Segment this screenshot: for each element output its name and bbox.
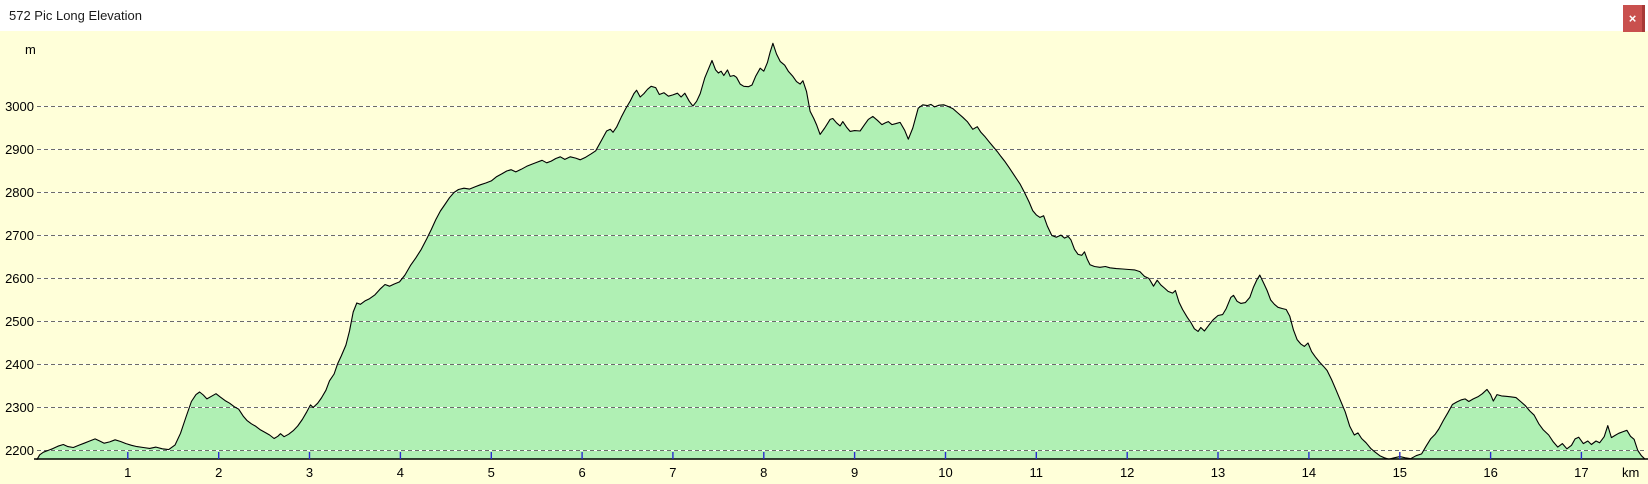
x-tick-label-3: 3: [306, 465, 313, 480]
y-tick-label-2200: 2200: [5, 443, 34, 458]
x-tick-label-17: 17: [1574, 465, 1588, 480]
elevation-area: [37, 43, 1645, 460]
x-tick-label-16: 16: [1483, 465, 1497, 480]
y-tick-label-3000: 3000: [5, 99, 34, 114]
x-tick-label-7: 7: [669, 465, 676, 480]
x-tick-label-8: 8: [760, 465, 767, 480]
y-tick-label-2700: 2700: [5, 228, 34, 243]
x-tick-label-6: 6: [578, 465, 585, 480]
close-icon: ×: [1628, 11, 1637, 26]
x-tick-label-10: 10: [938, 465, 952, 480]
close-button[interactable]: ×: [1623, 5, 1645, 32]
x-tick-label-5: 5: [488, 465, 495, 480]
elevation-profile-line: [36, 42, 1646, 461]
x-tick-label-9: 9: [851, 465, 858, 480]
y-tick-label-2800: 2800: [5, 185, 34, 200]
x-axis-unit-label: km: [1622, 465, 1640, 480]
x-tick-label-11: 11: [1030, 465, 1044, 480]
x-tick-label-12: 12: [1120, 465, 1134, 480]
x-tick-label-2: 2: [215, 465, 222, 480]
y-tick-label-2900: 2900: [5, 142, 34, 157]
window-title: 572 Pic Long Elevation: [9, 8, 142, 23]
y-tick-label-2600: 2600: [5, 271, 34, 286]
x-tick-label-14: 14: [1302, 465, 1316, 480]
x-tick-label-1: 1: [124, 465, 131, 480]
y-tick-label-2300: 2300: [5, 400, 34, 415]
y-tick-label-2500: 2500: [5, 314, 34, 329]
x-tick-label-13: 13: [1211, 465, 1225, 480]
titlebar[interactable]: 572 Pic Long Elevation: [0, 0, 1648, 31]
x-tick-label-4: 4: [397, 465, 404, 480]
y-tick-label-2400: 2400: [5, 357, 34, 372]
y-axis-unit-label: m: [25, 42, 36, 57]
x-tick-label-15: 15: [1393, 465, 1407, 480]
